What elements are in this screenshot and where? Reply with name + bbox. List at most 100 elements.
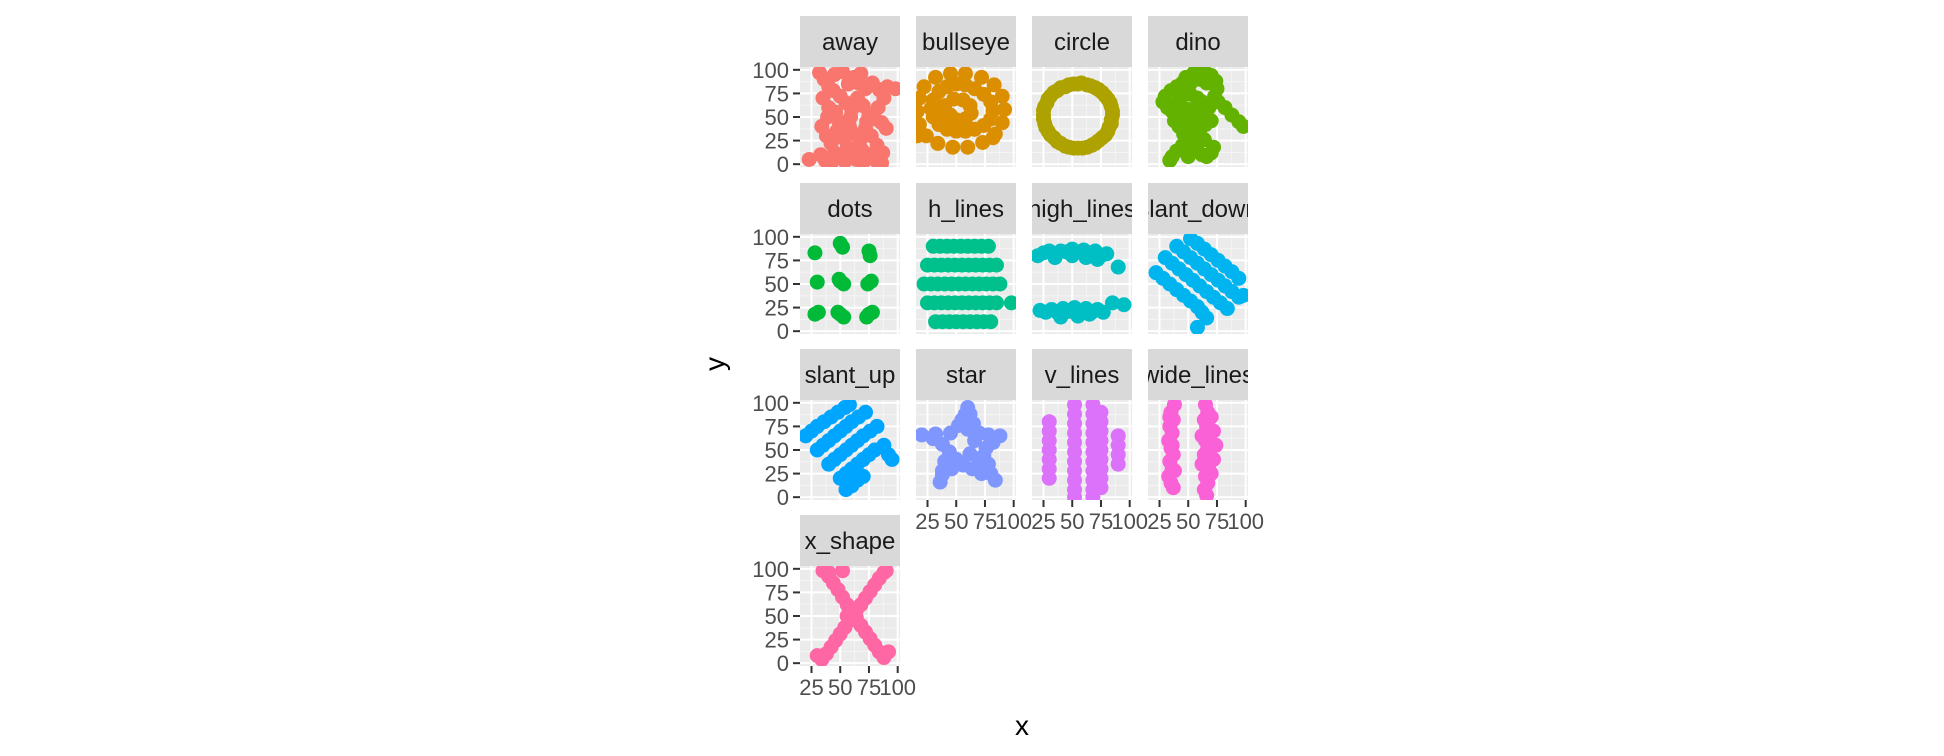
- y-tick-label: 100: [752, 391, 789, 416]
- data-point: [960, 421, 976, 437]
- facet-label: dots: [827, 196, 872, 223]
- data-point: [1081, 306, 1097, 322]
- y-tick-label: 75: [765, 414, 789, 439]
- data-point: [887, 81, 900, 97]
- facet-strip: [800, 515, 900, 566]
- data-point: [1093, 480, 1109, 496]
- data-point: [854, 142, 870, 158]
- points-h_lines: [916, 238, 1016, 330]
- data-point: [1166, 463, 1182, 479]
- data-point: [831, 271, 847, 287]
- data-point: [945, 139, 961, 155]
- data-point: [916, 103, 925, 119]
- data-point: [974, 69, 990, 85]
- x-tick-label: 100: [879, 675, 916, 700]
- facet-panel-wide_lines: wide_lines: [1148, 349, 1248, 500]
- facet-strip: [916, 16, 1016, 67]
- data-point: [1203, 466, 1219, 482]
- data-point: [874, 155, 890, 167]
- x-tick-label: 75: [1205, 509, 1229, 534]
- data-point: [1065, 76, 1081, 92]
- data-point: [869, 418, 885, 434]
- points-high_lines: [1032, 241, 1132, 325]
- data-point: [1203, 409, 1219, 425]
- y-tick-label: 0: [777, 651, 789, 676]
- y-tick-label: 75: [765, 580, 789, 605]
- data-point: [916, 79, 932, 95]
- data-point: [839, 139, 855, 155]
- facet-label: v_lines: [1045, 362, 1120, 389]
- data-point: [851, 75, 867, 91]
- data-point: [1116, 297, 1132, 313]
- data-point: [1208, 437, 1224, 453]
- x-tick-label: 100: [1227, 509, 1264, 534]
- data-point: [859, 114, 875, 130]
- y-tick-label: 75: [765, 81, 789, 106]
- data-point: [916, 427, 930, 443]
- data-point: [878, 120, 894, 136]
- data-point: [930, 135, 946, 151]
- facet-panel-star: star: [916, 349, 1016, 500]
- data-point: [874, 646, 890, 662]
- data-point: [831, 114, 847, 130]
- data-point: [858, 404, 874, 420]
- data-point: [932, 474, 948, 490]
- data-point: [1095, 304, 1111, 320]
- x-tick-label: 50: [1176, 509, 1200, 534]
- y-tick-label: 25: [765, 628, 789, 653]
- points-dino: [1155, 67, 1248, 167]
- facet-label: star: [946, 362, 986, 389]
- data-point: [980, 238, 996, 254]
- data-point: [928, 69, 944, 85]
- x-tick-label: 100: [995, 509, 1032, 534]
- facet-label: high_lines: [1028, 196, 1136, 223]
- data-point: [1196, 132, 1212, 148]
- data-point: [967, 433, 983, 449]
- data-point: [821, 566, 837, 581]
- facet-strip: [916, 183, 1016, 234]
- data-point: [916, 128, 925, 144]
- facet-label: slant_down: [1137, 196, 1258, 223]
- x-tick-label: 25: [1031, 509, 1055, 534]
- facet-panel-dots: dots: [800, 183, 900, 334]
- data-point: [835, 566, 851, 579]
- data-point: [1180, 149, 1196, 165]
- points-away: [801, 67, 900, 167]
- facet-strip: [1148, 349, 1248, 400]
- data-point: [810, 304, 826, 320]
- data-point: [1110, 259, 1126, 275]
- y-tick-label: 25: [765, 296, 789, 321]
- facet-strip: [1148, 16, 1248, 67]
- facet-panel-bullseye: bullseye: [916, 16, 1016, 167]
- x-tick-label: 50: [944, 509, 968, 534]
- data-point: [1041, 470, 1057, 486]
- facet-panel-dino: dino: [1148, 16, 1248, 167]
- facet-label: h_lines: [928, 196, 1004, 223]
- data-point: [983, 314, 999, 330]
- facet-label: bullseye: [922, 29, 1010, 56]
- data-point: [809, 274, 825, 290]
- data-point: [862, 248, 878, 264]
- data-point: [825, 83, 841, 99]
- data-point: [1110, 456, 1126, 472]
- data-point: [1104, 295, 1120, 311]
- data-point: [1194, 428, 1210, 444]
- points-circle: [1035, 75, 1120, 156]
- data-point: [1162, 152, 1178, 167]
- data-point: [997, 101, 1013, 117]
- data-point: [1206, 451, 1222, 467]
- data-point: [962, 446, 978, 462]
- facet-panels: away bullseye circle dino dots h_lines high_li…: [800, 16, 1258, 666]
- data-point: [809, 648, 825, 664]
- x-tick-label: 50: [828, 675, 852, 700]
- data-point: [1189, 319, 1205, 334]
- y-tick-label: 100: [752, 225, 789, 250]
- points-v_lines: [1041, 400, 1126, 500]
